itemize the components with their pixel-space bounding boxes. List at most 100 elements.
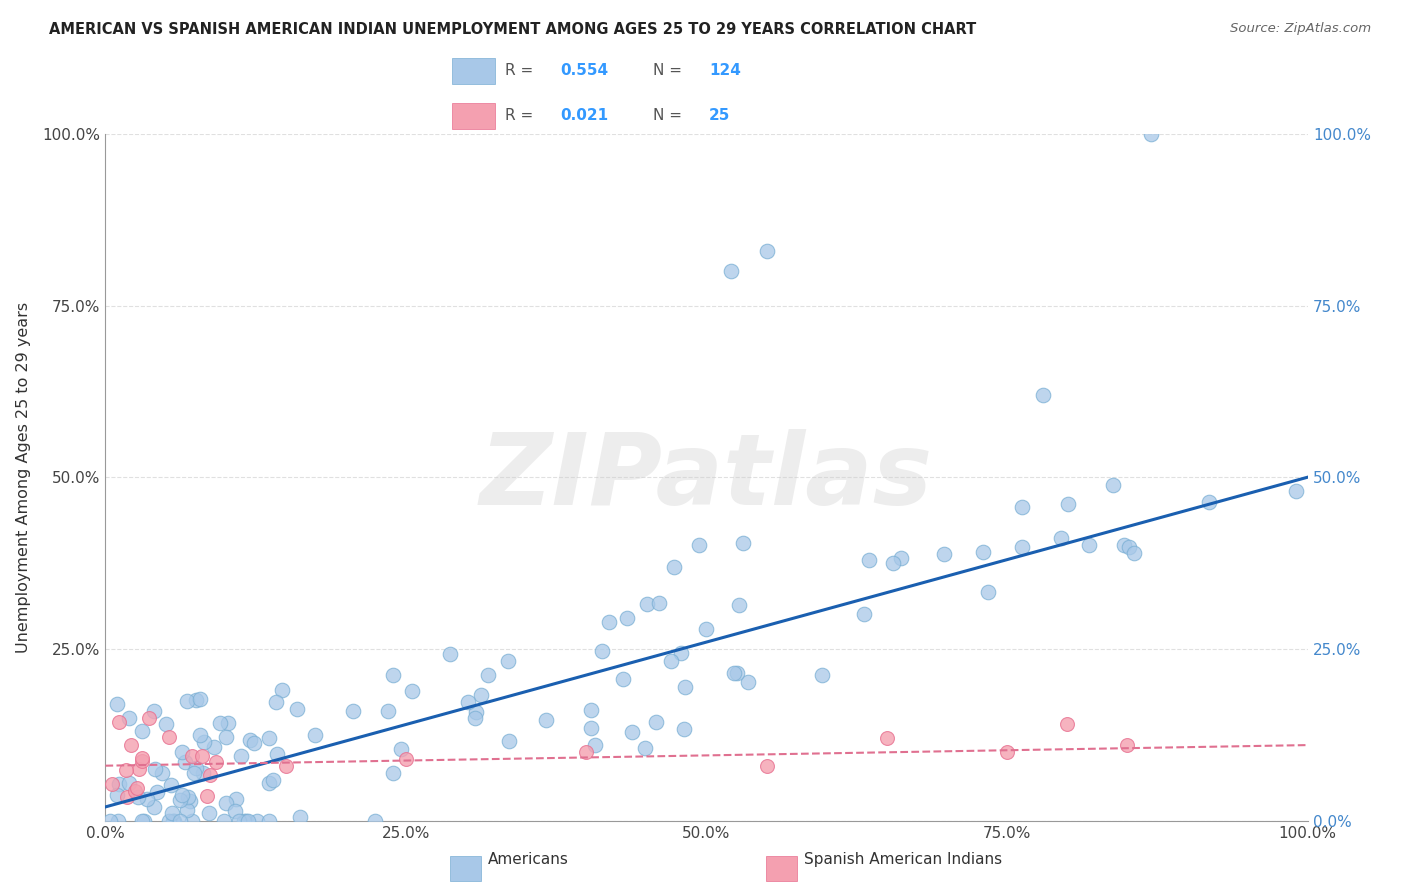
Point bbox=[811, 668, 834, 682]
Point bbox=[160, 806, 183, 821]
Point bbox=[285, 701, 308, 715]
Point bbox=[575, 745, 598, 759]
Point bbox=[157, 814, 180, 828]
Point bbox=[464, 711, 486, 725]
Point bbox=[170, 789, 193, 803]
Point bbox=[204, 755, 226, 769]
Point bbox=[304, 728, 326, 742]
Point bbox=[224, 804, 246, 818]
Point bbox=[1011, 540, 1033, 554]
Point bbox=[197, 789, 219, 804]
Point bbox=[725, 665, 748, 680]
Point bbox=[180, 748, 202, 763]
Point bbox=[155, 717, 177, 731]
Point bbox=[229, 749, 252, 764]
Point bbox=[1112, 538, 1135, 552]
Point bbox=[239, 733, 262, 747]
Point bbox=[188, 691, 211, 706]
Point bbox=[127, 781, 149, 796]
Point bbox=[934, 547, 956, 561]
Point bbox=[647, 596, 669, 610]
Point bbox=[377, 704, 399, 718]
Point bbox=[672, 723, 695, 737]
Point bbox=[659, 654, 682, 668]
Point bbox=[108, 715, 131, 730]
Point bbox=[262, 772, 284, 787]
Point bbox=[266, 747, 288, 761]
Text: R =: R = bbox=[505, 108, 538, 123]
Point bbox=[197, 805, 219, 820]
Point bbox=[183, 765, 205, 780]
Bar bbox=[453, 58, 495, 84]
Point bbox=[128, 762, 150, 776]
Point bbox=[264, 695, 287, 709]
Point bbox=[1284, 484, 1306, 499]
Point bbox=[1078, 538, 1101, 552]
Point bbox=[636, 597, 658, 611]
Point bbox=[115, 789, 138, 804]
Point bbox=[634, 741, 657, 756]
Point bbox=[107, 697, 129, 711]
Text: R =: R = bbox=[505, 63, 538, 78]
Point bbox=[274, 758, 297, 772]
Point bbox=[136, 792, 159, 806]
Point bbox=[583, 738, 606, 752]
Point bbox=[1011, 500, 1033, 514]
Point bbox=[695, 622, 717, 636]
Point bbox=[1118, 541, 1140, 555]
Point bbox=[212, 814, 235, 828]
Point bbox=[233, 814, 256, 828]
Point bbox=[259, 731, 281, 746]
Point bbox=[612, 673, 634, 687]
Point bbox=[118, 776, 141, 790]
Text: Spanish American Indians: Spanish American Indians bbox=[804, 853, 1002, 867]
Point bbox=[169, 814, 191, 828]
Point bbox=[395, 752, 418, 766]
Point bbox=[498, 734, 520, 748]
Point bbox=[579, 722, 602, 736]
Point bbox=[208, 716, 231, 731]
Point bbox=[389, 741, 412, 756]
Point bbox=[995, 745, 1018, 759]
Point bbox=[737, 675, 759, 690]
Point bbox=[198, 768, 221, 782]
Point bbox=[457, 695, 479, 709]
Point bbox=[180, 814, 202, 828]
Point bbox=[673, 681, 696, 695]
Point bbox=[176, 693, 198, 707]
Point bbox=[101, 776, 124, 790]
Point bbox=[191, 748, 214, 763]
Point bbox=[853, 607, 876, 621]
Point bbox=[184, 761, 207, 775]
Point bbox=[977, 585, 1000, 599]
Point bbox=[105, 788, 128, 802]
Point bbox=[127, 790, 149, 805]
Point bbox=[470, 688, 492, 702]
Bar bbox=[453, 103, 495, 129]
Point bbox=[477, 668, 499, 682]
Point bbox=[131, 751, 153, 765]
Point bbox=[191, 765, 214, 780]
Point bbox=[890, 551, 912, 566]
Point bbox=[143, 763, 166, 777]
Point bbox=[598, 615, 620, 629]
Point bbox=[645, 714, 668, 729]
Point bbox=[1032, 388, 1054, 402]
Text: 25: 25 bbox=[709, 108, 730, 123]
Point bbox=[138, 711, 160, 725]
Point bbox=[882, 556, 904, 570]
Point bbox=[184, 692, 207, 706]
Point bbox=[228, 814, 250, 828]
Point bbox=[124, 784, 146, 798]
Point bbox=[669, 647, 692, 661]
Point bbox=[142, 704, 165, 718]
Point bbox=[157, 731, 180, 745]
Point bbox=[173, 755, 195, 769]
Text: N =: N = bbox=[654, 63, 688, 78]
Point bbox=[120, 738, 142, 752]
Point bbox=[496, 654, 519, 668]
Point bbox=[217, 715, 239, 730]
Text: Americans: Americans bbox=[488, 853, 569, 867]
Point bbox=[731, 535, 754, 549]
Point bbox=[1140, 127, 1163, 141]
